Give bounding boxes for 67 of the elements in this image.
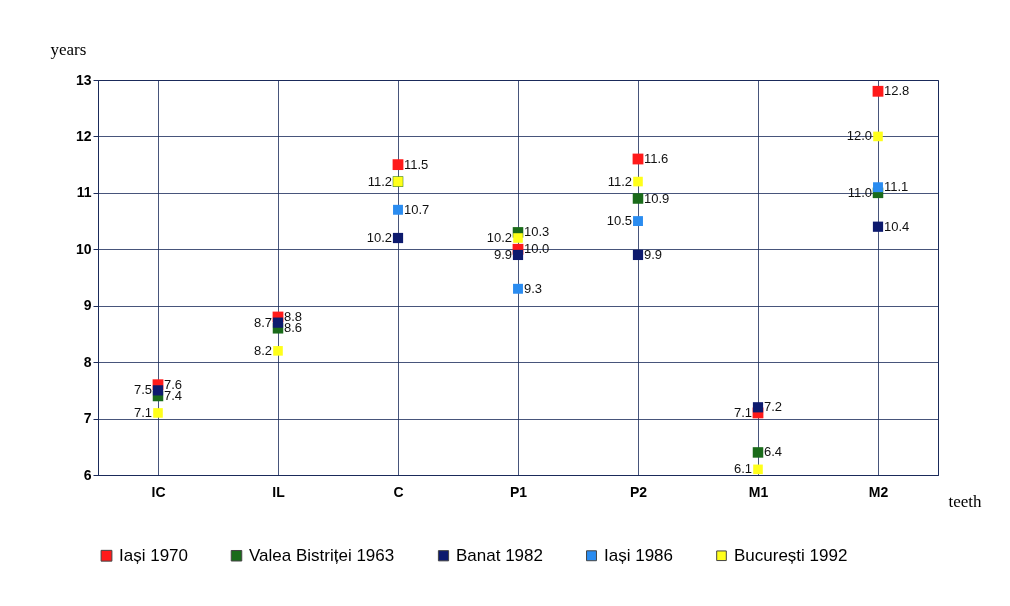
data-label: 11.2 <box>367 173 392 189</box>
data-label: 10.4 <box>884 218 910 234</box>
point <box>392 232 404 244</box>
point <box>392 159 404 171</box>
x-tick-label: IC <box>151 483 166 500</box>
point <box>153 408 163 418</box>
point <box>393 204 403 215</box>
x-tick-label: IL <box>272 483 286 500</box>
data-label: 7.2 <box>764 399 783 415</box>
point <box>152 385 164 396</box>
y-tick-label: 6 <box>83 466 92 483</box>
point <box>872 221 884 232</box>
data-label: 10.9 <box>644 190 670 206</box>
point <box>272 317 284 328</box>
x-tick-label: P1 <box>509 483 528 500</box>
legend-label: Valea Bistriței 1963 <box>249 545 395 565</box>
point <box>752 402 764 413</box>
x-tick-label: M1 <box>748 483 769 500</box>
point <box>632 249 644 261</box>
point <box>752 447 764 458</box>
y-tick-label: 10 <box>75 240 92 257</box>
point <box>872 85 884 97</box>
data-label: 11.5 <box>404 156 429 172</box>
point <box>633 216 643 227</box>
data-label: 9.3 <box>524 280 543 296</box>
legend-label: București 1992 <box>734 545 848 565</box>
data-label: 7.1 <box>133 404 152 420</box>
data-label: 7.5 <box>133 382 152 398</box>
data-label: 8.7 <box>253 314 272 330</box>
y-tick-label: 11 <box>76 184 92 201</box>
data-label: 6.1 <box>733 461 752 477</box>
legend-label: Banat 1982 <box>456 545 543 565</box>
data-label: 10.3 <box>524 224 550 240</box>
point <box>753 464 763 475</box>
point <box>273 346 283 356</box>
point <box>513 233 523 243</box>
point <box>632 193 644 204</box>
y-tick-label: 12 <box>75 127 92 144</box>
y-tick-label: 7 <box>83 410 92 427</box>
point <box>633 176 643 187</box>
point <box>873 182 883 193</box>
data-label: 6.4 <box>764 444 783 460</box>
x-axis-title: teeth <box>948 491 983 511</box>
data-label: 7.1 <box>733 404 752 420</box>
data-label: 9.9 <box>644 246 663 262</box>
data-label: 11.2 <box>607 173 632 189</box>
data-label: 9.9 <box>493 246 512 262</box>
data-label: 11.6 <box>644 151 669 166</box>
x-tick-label: M2 <box>868 483 889 500</box>
legend-label: Iași 1986 <box>604 545 673 565</box>
data-label: 10.2 <box>366 230 392 245</box>
data-label: 10.2 <box>486 230 512 245</box>
x-tick-label: P2 <box>629 483 648 500</box>
y-tick-label: 9 <box>83 297 92 314</box>
point <box>512 249 524 261</box>
x-tick-label: C <box>393 483 404 500</box>
data-label: 12.8 <box>884 83 910 99</box>
data-label: 10.5 <box>606 213 632 229</box>
legend-label: Iași 1970 <box>119 545 188 565</box>
data-label: 10.7 <box>404 201 430 217</box>
point <box>873 131 883 142</box>
data-label: 11.1 <box>884 179 909 195</box>
y-tick-label: 13 <box>75 71 92 88</box>
point <box>513 283 523 294</box>
y-tick-label: 8 <box>83 353 92 370</box>
y-axis-title: years <box>50 39 87 59</box>
data-label: 8.2 <box>253 342 272 358</box>
